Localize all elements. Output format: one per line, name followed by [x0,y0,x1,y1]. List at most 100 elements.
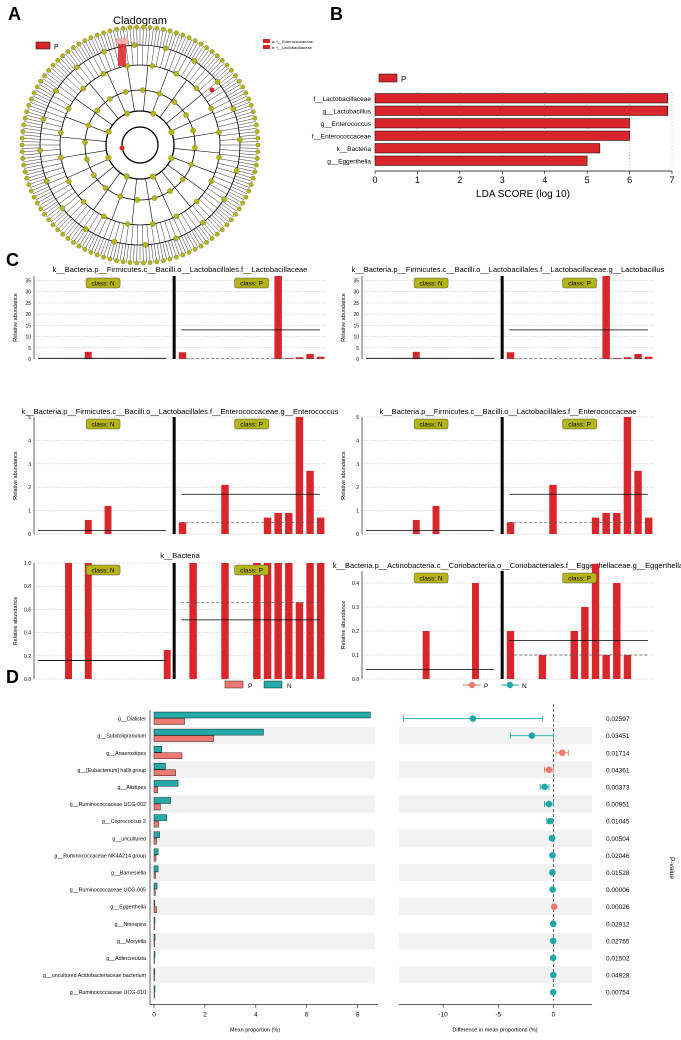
p-value-label: 0.02765 [606,938,630,945]
cladogram-branch [76,229,87,245]
cladogram-branch [228,191,245,201]
p-value-label: 0.01528 [606,870,630,877]
mean-bar-p [153,889,156,896]
cladogram-branch [195,60,223,88]
cladogram-leaf-node [248,102,254,108]
cladogram-branch [195,202,223,230]
cladogram-branch [167,31,174,50]
cladogram-node [105,154,112,161]
class-label-box [562,418,597,430]
cladogram-node [200,219,206,226]
abundance-y-tick-label: 15 [25,323,31,329]
cladogram-branch [40,188,73,209]
cladogram-leaf-node [71,45,76,50]
cladogram-branch [28,105,65,119]
difference-point [528,732,536,739]
lda-bar [374,155,588,166]
cladogram-branch [62,55,88,85]
row-shade [399,829,592,847]
cladogram-branch [62,205,88,235]
lda-bar [374,118,630,129]
cladogram-branch [219,153,258,159]
cladogram-branch [222,78,238,89]
abundance-plot-title: k__Bacteria.p__Firmicutes.c__Bacilli.o__… [22,407,339,416]
cladogram-node [183,112,189,118]
legend-dot-p [468,681,476,689]
abundance-y-tick-label: 35 [353,278,359,284]
abundance-bar [412,351,420,359]
cladogram-node [171,99,178,105]
cladogram-branch [103,221,116,258]
p-value-label: 0.03451 [606,733,630,740]
cladogram-node [156,90,163,97]
cladogram-branch [25,162,63,172]
cladogram-branch [65,53,77,68]
genus-label: g__uncultured [112,836,146,842]
cladogram-node [43,178,50,184]
cladogram-branch [78,43,99,77]
cladogram-branch [230,95,248,104]
class-label-text: class: P [568,576,591,583]
cladogram-branch [207,57,220,72]
cladogram-branch [151,224,157,262]
cladogram-branch [178,237,187,254]
cladogram-leaf-node [42,73,47,78]
cladogram-ring [105,110,175,180]
cladogram-branch [207,81,240,102]
cladogram-branch [26,111,64,123]
cladogram-leaf-node [19,142,25,148]
cladogram-leaf-node [252,115,258,121]
cladogram-leaf-node [114,258,119,263]
cladogram-branch [216,111,254,123]
difference-point [549,954,557,962]
abundance-y-tick-label: 20 [353,312,359,318]
cladogram-leaf-node [209,236,215,241]
abundance-bar [285,512,293,534]
abundance-bar [623,655,632,679]
cladogram-branch [25,170,44,176]
mean-bar-p [153,752,183,759]
group-divider [500,571,504,679]
cladogram-branch [106,240,113,259]
cladogram-leaf-node [88,249,94,255]
cladogram-node [208,105,214,112]
cladogram-branch [146,224,151,263]
cladogram-leaf-node [65,236,71,241]
cladogram-branch [29,181,47,188]
cladogram-node [162,45,169,52]
cladogram-branch [145,244,147,263]
row-shade [399,966,592,984]
cladogram-branch [198,65,228,92]
cladogram-node [150,110,157,117]
abundance-bar [316,517,325,534]
cladogram-node [105,128,112,135]
cladogram-branch [211,180,246,198]
cladogram-branch [70,49,82,65]
difference-point [541,783,548,791]
cladogram-branch [238,159,257,162]
cladogram-branch [155,223,164,261]
abundance-bar [602,655,610,679]
cladogram-leaf-node [71,240,76,245]
cladogram-leaf-node [254,129,260,134]
cladogram-leaf-node [240,200,246,206]
abundance-y-tick-label: 0 [356,532,359,538]
mean-bar-p [153,957,155,965]
cladogram-key-swatch-a [263,39,270,43]
cladogram-branch [60,136,107,142]
cladogram-node [193,85,200,92]
cladogram-leaf-node [246,96,252,102]
cladogram-leaf-node [255,135,261,141]
mean-bar-n [153,780,179,787]
cladogram-branch [31,175,67,192]
cladogram-branch [167,240,174,259]
cladogram-branch [236,114,255,120]
cladogram-branch [193,229,204,245]
lda-category-label: g__Enterococcus [321,121,372,128]
mean-bar-n [153,899,155,907]
cladogram-branch [35,89,52,99]
cladogram-branch [239,141,258,143]
cladogram-branch [38,83,55,94]
left-x-tick-label: 8 [356,1012,360,1019]
